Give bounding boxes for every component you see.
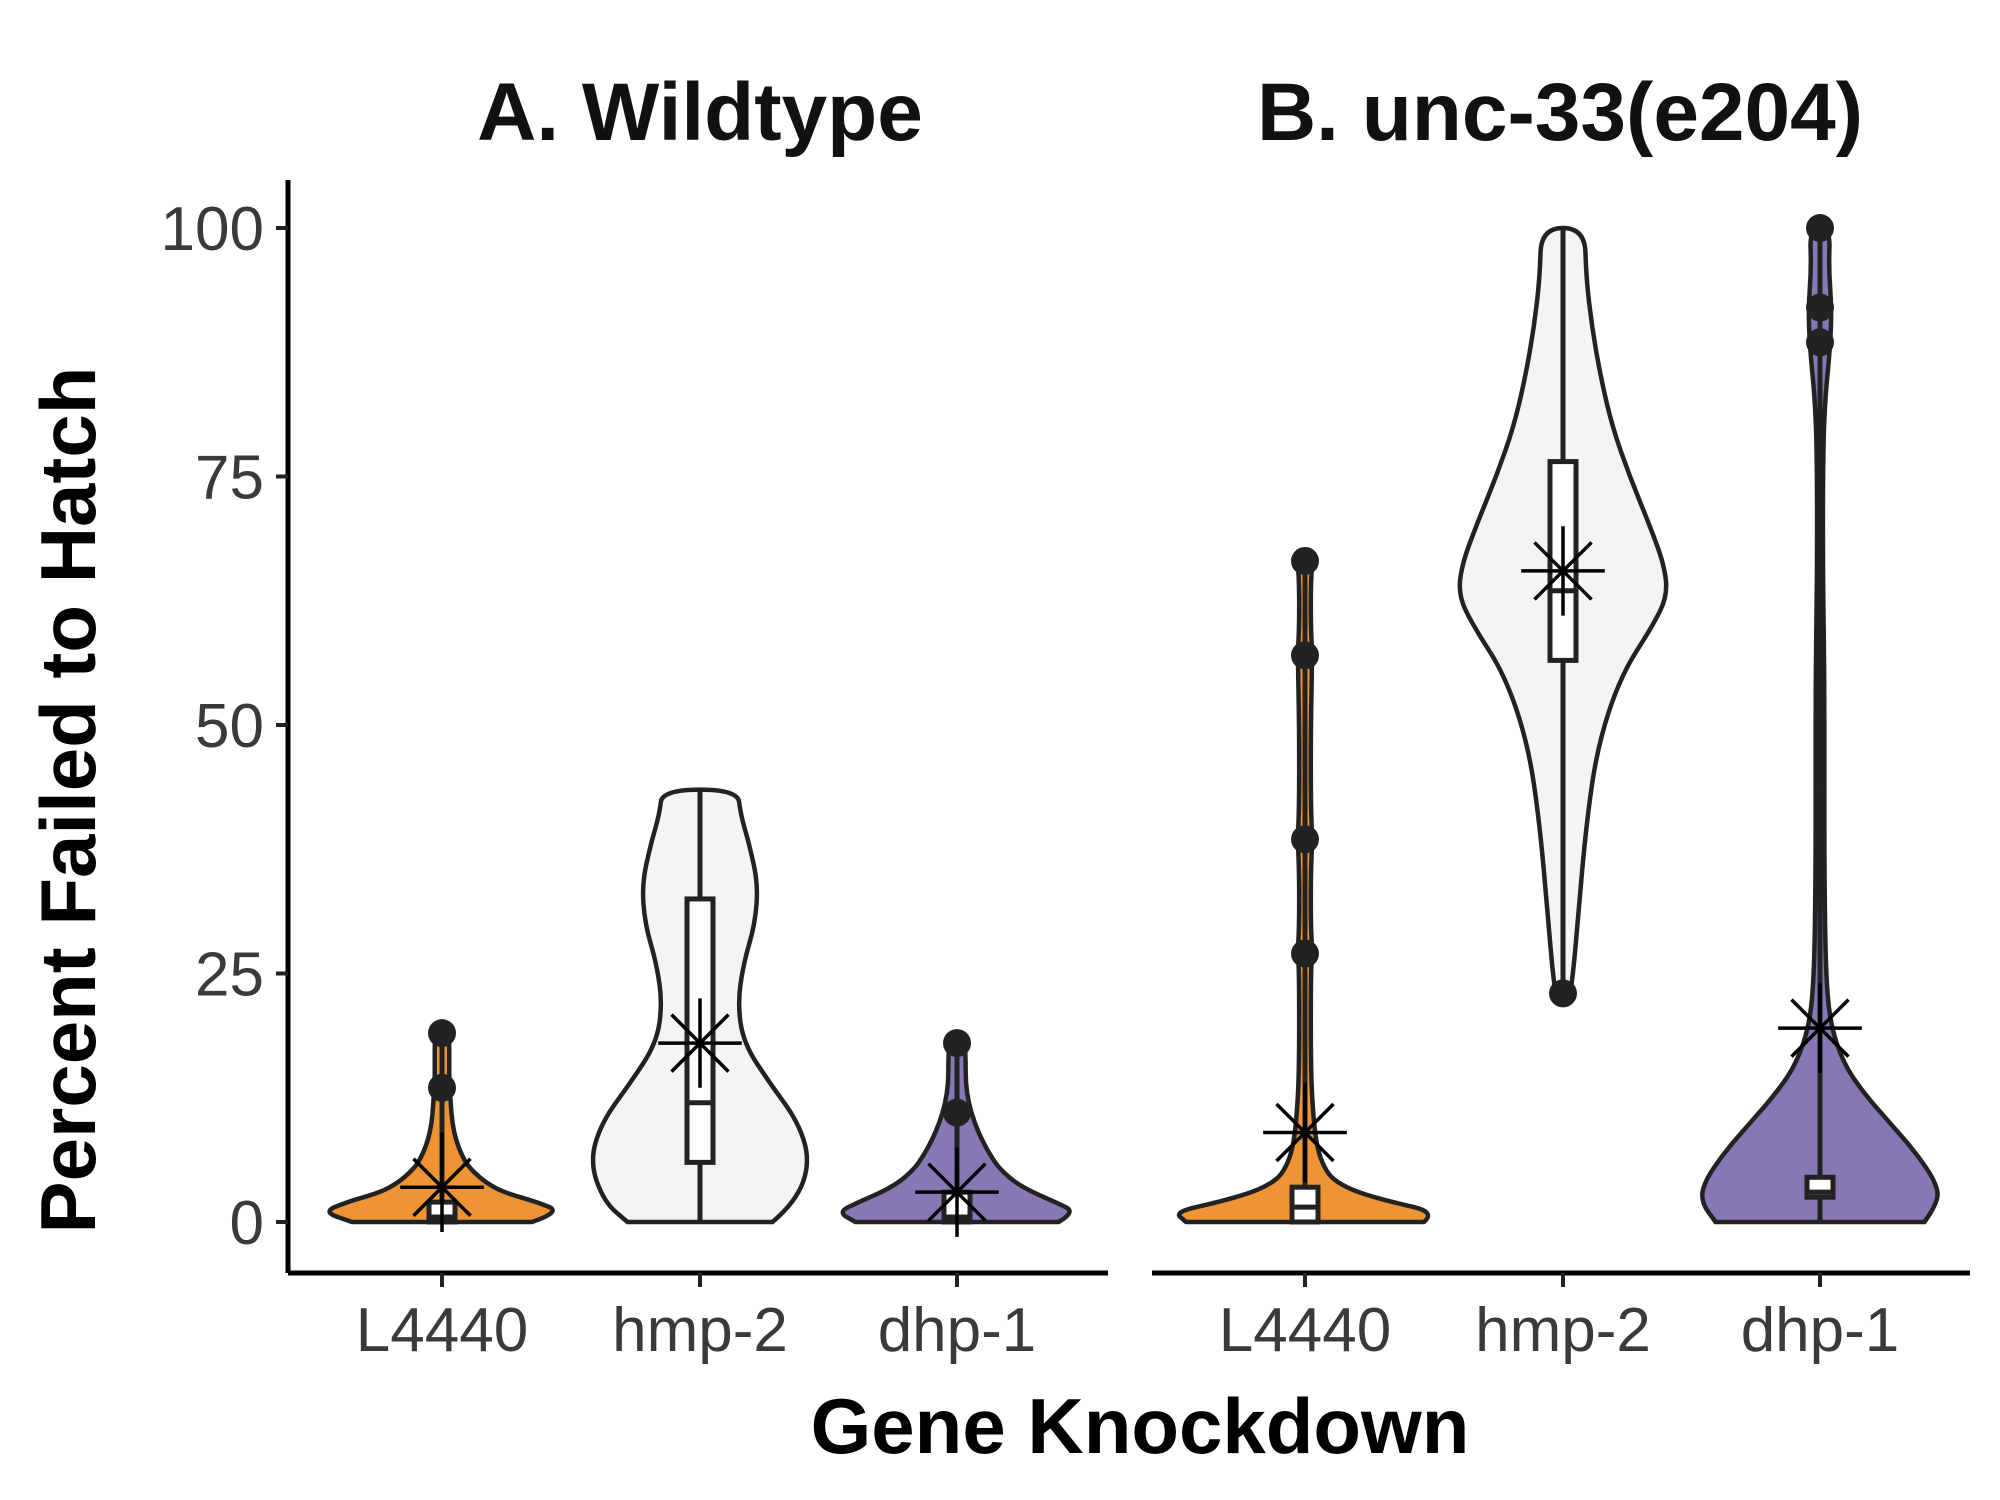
x-tick-label-L4440: L4440 [1219, 1296, 1391, 1365]
panel-unc-33: L4440 hmp-2 dhp-1 [1152, 214, 1970, 1365]
group-L4440 [327, 1019, 555, 1232]
outlier-point [1549, 979, 1577, 1008]
panel-title-unc-33: B. unc-33(e204) [1257, 67, 1863, 158]
outlier-point [1806, 328, 1834, 357]
y-tick-label: 0 [230, 1189, 264, 1258]
outlier-point [943, 1029, 971, 1058]
group-L4440 [1176, 546, 1431, 1225]
x-axis-title: Gene Knockdown [811, 1382, 1470, 1470]
outlier-point [1291, 825, 1319, 854]
y-tick-label: 100 [161, 195, 264, 264]
outlier-point [1291, 641, 1319, 670]
outlier-point [1291, 546, 1319, 575]
y-tick-label: 75 [195, 444, 264, 513]
group-hmp-2 [590, 787, 810, 1225]
y-tick-label: 25 [195, 941, 264, 1010]
outlier-point [1806, 293, 1834, 322]
group-hmp-2 [1457, 225, 1669, 1008]
outlier-point [428, 1019, 456, 1048]
x-tick-label-hmp-2: hmp-2 [1475, 1296, 1651, 1365]
x-tick-label-L4440: L4440 [356, 1296, 528, 1365]
y-axis-title: Percent Failed to Hatch [24, 367, 112, 1234]
x-tick-label-dhp-1: dhp-1 [878, 1296, 1037, 1365]
group-dhp-1 [1700, 214, 1940, 1225]
outlier-point [1806, 214, 1834, 242]
panel-title-wildtype: A. Wildtype [477, 67, 923, 158]
x-tick-label-dhp-1: dhp-1 [1741, 1296, 1900, 1365]
panel-wildtype: L4440 hmp-2 dhp-1 [288, 787, 1108, 1365]
group-dhp-1 [840, 1029, 1072, 1237]
x-tick-label-hmp-2: hmp-2 [612, 1296, 788, 1365]
outlier-point [1291, 939, 1319, 968]
outlier-point [428, 1073, 456, 1102]
outlier-point [943, 1098, 971, 1127]
plot-area: 0 25 50 75 100 L4440 hmp-2 dhp-1 L4440 hmp-2 dhp-1 [161, 180, 1970, 1365]
y-tick-label: 50 [195, 692, 264, 761]
